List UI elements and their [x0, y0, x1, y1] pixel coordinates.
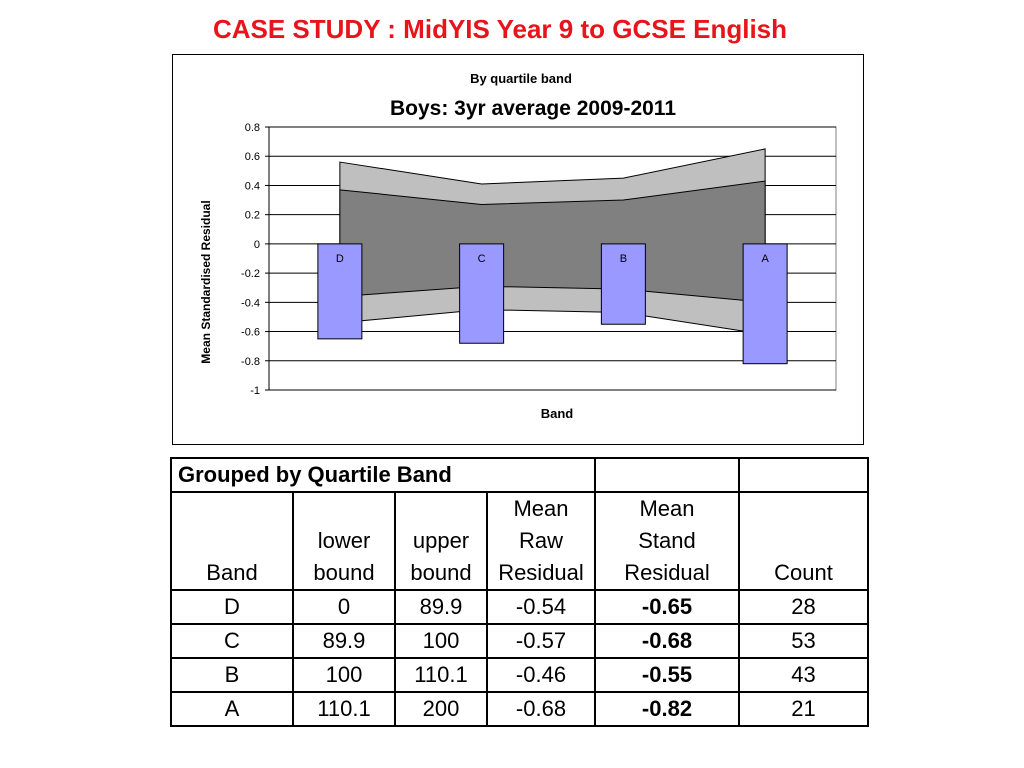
table-row: D 0 89.9 -0.54 -0.65 28	[170, 589, 869, 625]
y-tick-label: 0.8	[245, 122, 260, 134]
cell-upper-bound: 89.9	[394, 589, 488, 625]
table-caption-cell	[594, 457, 740, 493]
cell-upper-bound: 200	[394, 691, 488, 727]
page-title: CASE STUDY : MidYIS Year 9 to GCSE Engli…	[212, 14, 788, 44]
header-upper-bound: upper bound	[394, 491, 488, 591]
cell-band: B	[170, 657, 294, 693]
cell-mean-stand-residual: -0.82	[594, 691, 740, 727]
y-axis-label: Mean Standardised Residual	[199, 200, 213, 363]
cell-mean-stand-residual: -0.55	[594, 657, 740, 693]
y-tick-label: -0.2	[241, 268, 260, 280]
y-tick-label: 0.4	[245, 180, 260, 192]
cell-mean-raw-residual: -0.54	[486, 589, 596, 625]
bar	[742, 243, 788, 365]
cell-count: 43	[738, 657, 869, 693]
cell-count: 53	[738, 623, 869, 659]
cell-mean-raw-residual: -0.57	[486, 623, 596, 659]
chart-title: Boys: 3yr average 2009-2011	[390, 97, 676, 120]
category-label: B	[620, 253, 627, 265]
y-tick-label: 0	[254, 239, 260, 251]
table-caption-cell	[738, 457, 869, 493]
cell-lower-bound: 110.1	[292, 691, 396, 727]
bar	[317, 243, 363, 340]
chart-container: By quartile band Boys: 3yr average 2009-…	[172, 54, 864, 445]
y-tick-label: -0.4	[241, 297, 260, 309]
cell-lower-bound: 100	[292, 657, 396, 693]
category-label: D	[336, 253, 344, 265]
cell-mean-raw-residual: -0.68	[486, 691, 596, 727]
cell-band: D	[170, 589, 294, 625]
table-row: A 110.1 200 -0.68 -0.82 21	[170, 691, 869, 727]
table-caption: Grouped by Quartile Band	[170, 457, 596, 493]
cell-band: A	[170, 691, 294, 727]
cell-mean-stand-residual: -0.68	[594, 623, 740, 659]
cell-mean-raw-residual: -0.46	[486, 657, 596, 693]
cell-upper-bound: 110.1	[394, 657, 488, 693]
confidence-bands	[339, 148, 766, 336]
header-mean-stand-residual: Mean Stand Residual	[594, 491, 740, 591]
cell-lower-bound: 89.9	[292, 623, 396, 659]
bar-chart: By quartile band Boys: 3yr average 2009-…	[199, 71, 837, 421]
bar	[459, 243, 505, 344]
x-axis-label: Band	[541, 406, 574, 421]
y-tick-label: -1	[250, 385, 260, 397]
header-band: Band	[170, 491, 294, 591]
cell-upper-bound: 100	[394, 623, 488, 659]
y-tick-label: -0.6	[241, 327, 260, 339]
cell-band: C	[170, 623, 294, 659]
y-axis-ticks: 0.8 0.6 0.4 0.2 0 -0.2 -0.4 -0.6 -0.8 -1	[241, 122, 270, 397]
category-label: C	[478, 253, 486, 265]
header-lower-bound: lower bound	[292, 491, 396, 591]
table-row: C 89.9 100 -0.57 -0.68 53	[170, 623, 869, 659]
chart-subtitle: By quartile band	[470, 71, 572, 86]
table-row: B 100 110.1 -0.46 -0.55 43	[170, 657, 869, 693]
y-tick-label: 0.6	[245, 151, 260, 163]
bar	[600, 243, 646, 325]
cell-mean-stand-residual: -0.65	[594, 589, 740, 625]
y-tick-label: -0.8	[241, 356, 260, 368]
header-mean-raw-residual: Mean Raw Residual	[486, 491, 596, 591]
header-count: Count	[738, 491, 869, 591]
category-label: A	[761, 253, 769, 265]
quartile-band-table: Grouped by Quartile Band Band lower bound…	[170, 457, 869, 727]
cell-count: 21	[738, 691, 869, 727]
y-tick-label: 0.2	[245, 210, 260, 222]
cell-lower-bound: 0	[292, 589, 396, 625]
cell-count: 28	[738, 589, 869, 625]
